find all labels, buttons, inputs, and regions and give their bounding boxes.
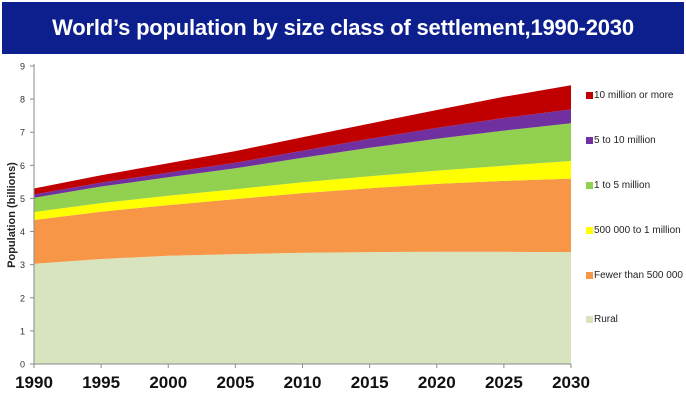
legend-label: 500 000 to 1 million xyxy=(594,225,681,236)
legend-swatch xyxy=(586,92,593,99)
x-tick-label: 2005 xyxy=(216,373,254,392)
legend-swatch xyxy=(586,227,593,234)
y-tick-label: 0 xyxy=(20,360,25,370)
x-tick-label: 2015 xyxy=(351,373,389,392)
area-fewer-than-500-000 xyxy=(34,178,571,264)
x-tick-label: 1995 xyxy=(82,373,120,392)
legend-item-rural: Rural xyxy=(586,314,618,325)
legend-item-1-to-5-million: 1 to 5 million xyxy=(586,180,650,191)
legend: 10 million or more 5 to 10 million 1 to 5 … xyxy=(586,0,686,405)
y-tick-label: 8 xyxy=(20,95,25,105)
y-tick-label: 6 xyxy=(20,161,25,171)
y-tick-label: 5 xyxy=(20,194,25,204)
y-tick-label: 2 xyxy=(20,293,25,303)
legend-swatch xyxy=(586,272,593,279)
legend-label: 5 to 10 million xyxy=(594,135,656,146)
area-5-to-10-million xyxy=(34,109,571,198)
area-layers xyxy=(34,85,571,364)
y-axis-label: Population (billions) xyxy=(6,162,18,268)
x-tick-label: 1990 xyxy=(15,373,53,392)
x-tick-label: 2025 xyxy=(485,373,523,392)
legend-item-500-000-to-1-million: 500 000 to 1 million xyxy=(586,225,681,236)
legend-label: Rural xyxy=(594,314,618,325)
legend-item-fewer-than-500-000: Fewer than 500 000 xyxy=(586,270,683,281)
legend-label: 10 million or more xyxy=(594,90,674,101)
x-tick-label: 2010 xyxy=(284,373,322,392)
area-10-million-or-more xyxy=(34,85,571,195)
legend-item-10-million-or-more: 10 million or more xyxy=(586,90,673,101)
area-500-000-to-1-million xyxy=(34,161,571,220)
y-tick-label: 7 xyxy=(20,128,25,138)
y-tick-label: 1 xyxy=(20,326,25,336)
y-tick-label: 9 xyxy=(20,62,25,72)
y-tick-label: 3 xyxy=(20,260,25,270)
legend-label: Fewer than 500 000 xyxy=(594,270,683,281)
x-tick-label: 2000 xyxy=(149,373,187,392)
chart-title: World’s population by size class of sett… xyxy=(52,15,634,40)
legend-swatch xyxy=(586,137,593,144)
axes: 0 1 2 3 4 5 6 7 8 9 1990 1995 2000 2005 2010 2015 2020 20… xyxy=(15,62,590,393)
x-tick-label: 2020 xyxy=(418,373,456,392)
title-bar: World’s population by size class of sett… xyxy=(2,2,684,54)
legend-label: 1 to 5 million xyxy=(594,180,651,191)
legend-item-5-to-10-million: 5 to 10 million xyxy=(586,135,656,146)
x-tick-label: 2030 xyxy=(552,373,590,392)
area-rural xyxy=(34,251,571,364)
area-1-to-5-million xyxy=(34,123,571,212)
legend-swatch xyxy=(586,182,593,189)
y-tick-label: 4 xyxy=(20,227,25,237)
legend-swatch xyxy=(586,316,593,323)
